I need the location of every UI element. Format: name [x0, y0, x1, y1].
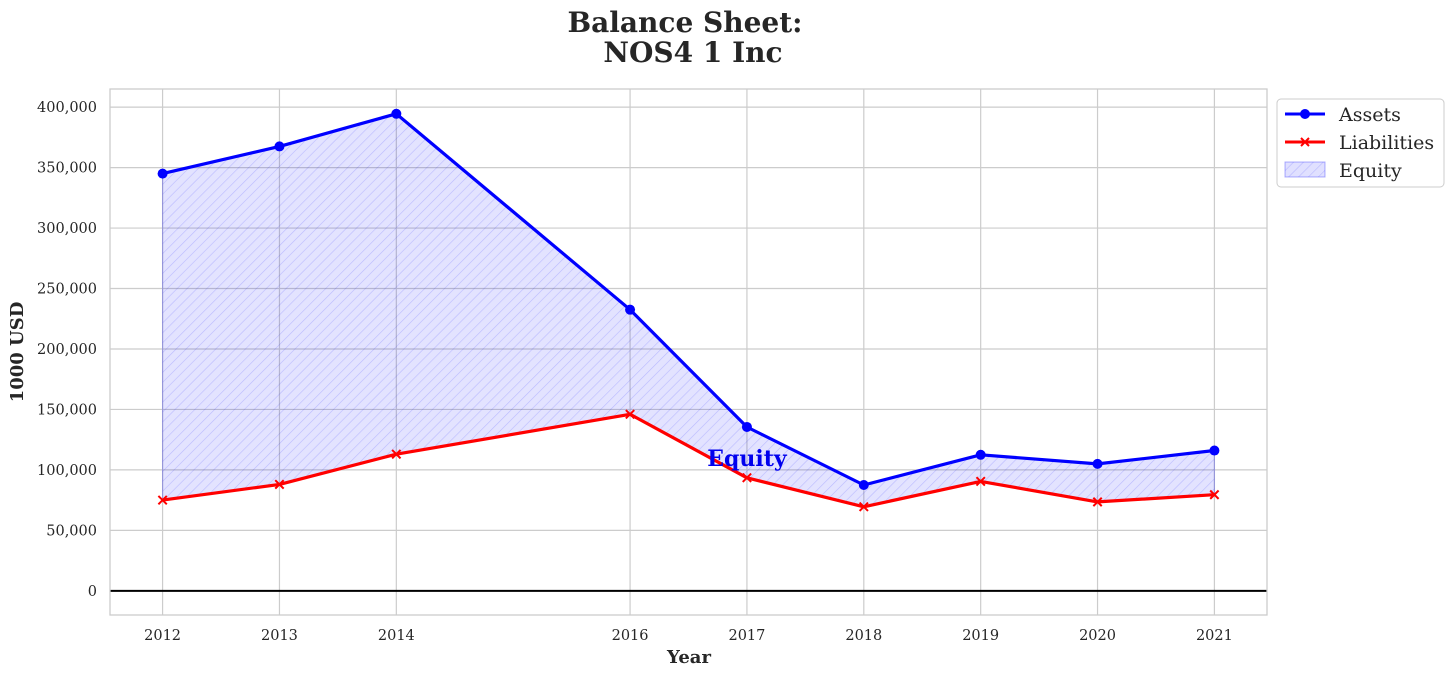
legend-assets-marker: [1300, 109, 1310, 119]
y-axis-label: 1000 USD: [7, 302, 28, 403]
assets-point: [975, 449, 986, 460]
liabilities-point: [274, 479, 285, 490]
equity-fill-hatch: [162, 113, 1215, 507]
x-tick-label: 2013: [261, 628, 298, 644]
chart-title-line2: NOS4 1 Inc: [603, 36, 782, 69]
assets-point: [858, 480, 869, 491]
assets-point: [274, 141, 285, 152]
legend-liabilities-marker: [1300, 137, 1310, 147]
y-tick-label: 150,000: [37, 402, 97, 418]
y-tick-label: 100,000: [37, 463, 97, 479]
liabilities-point: [625, 409, 635, 420]
legend-equity-label: Equity: [1339, 160, 1402, 182]
x-tick-labels: 2012 2013 2014 2016 2017 2018 2019 2020 2021: [144, 628, 1233, 644]
x-tick-label: 2018: [845, 628, 882, 644]
x-tick-label: 2012: [144, 628, 181, 644]
legend-assets-label: Assets: [1338, 104, 1401, 126]
liabilities-point: [1092, 497, 1103, 507]
y-tick-label: 350,000: [37, 161, 97, 177]
legend-equity-hatch: [1284, 161, 1326, 178]
y-tick-labels: 0 50,000 100,000 150,000 200,000 250,000 300,0…: [37, 100, 97, 600]
x-tick-label: 2016: [612, 628, 649, 644]
liabilities-point: [1209, 489, 1220, 500]
assets-point: [625, 304, 636, 315]
y-tick-label: 0: [88, 584, 97, 600]
x-axis-label: Year: [666, 647, 711, 668]
y-tick-label: 400,000: [37, 100, 97, 116]
y-tick-label: 50,000: [46, 523, 97, 539]
assets-point: [741, 421, 752, 432]
y-tick-label: 300,000: [37, 221, 97, 237]
liabilities-point: [742, 472, 752, 483]
y-tick-label: 200,000: [37, 342, 97, 358]
liabilities-point: [858, 501, 869, 512]
x-tick-label: 2017: [728, 628, 765, 644]
x-tick-label: 2019: [962, 628, 999, 644]
y-tick-label: 250,000: [37, 282, 97, 298]
liabilities-point: [975, 476, 986, 487]
chart-title-line1: Balance Sheet:: [567, 6, 802, 39]
x-tick-label: 2014: [378, 628, 415, 644]
liabilities-point: [157, 495, 168, 506]
legend: Assets Liabilities Equity: [1276, 98, 1445, 188]
plot-area-frame: [109, 88, 1268, 616]
x-tick-label: 2021: [1196, 628, 1233, 644]
legend-liabilities-label: Liabilities: [1339, 132, 1434, 154]
assets-point: [1092, 458, 1103, 469]
x-tick-label: 2020: [1079, 628, 1116, 644]
liabilities-point: [391, 449, 402, 460]
assets-point: [1209, 445, 1220, 456]
equity-annotation: Equity: [707, 446, 788, 472]
assets-point: [157, 168, 168, 179]
assets-point: [391, 108, 402, 119]
series-layer: [157, 108, 1220, 512]
